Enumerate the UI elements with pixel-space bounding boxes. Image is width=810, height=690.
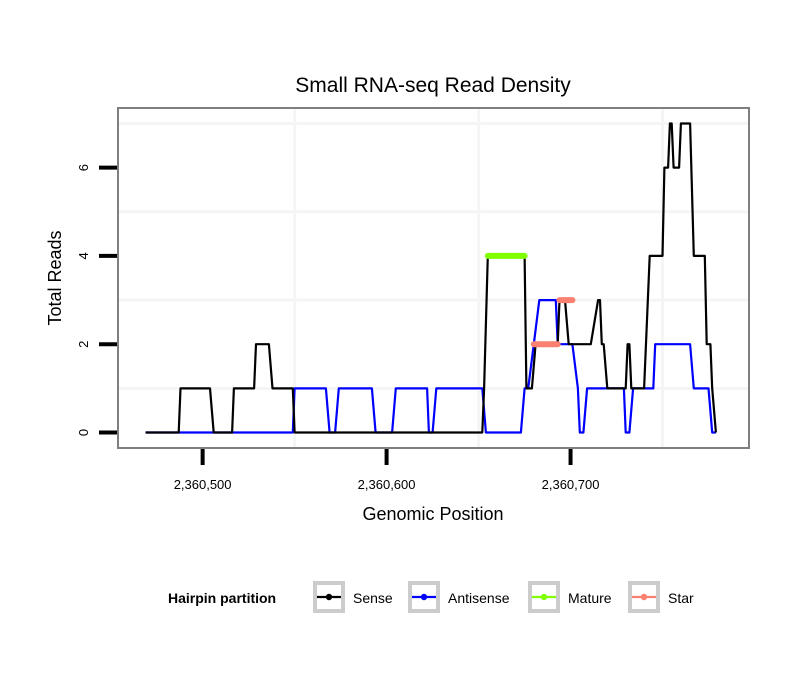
series-lines <box>145 122 717 434</box>
legend-key-point <box>640 593 648 601</box>
panel-border <box>117 107 750 449</box>
y-tick-label: 4 <box>76 252 91 259</box>
plot-panel <box>117 107 750 449</box>
y-tick-label: 6 <box>76 164 91 171</box>
y-tick-label: 2 <box>76 341 91 348</box>
legend-key-point <box>540 593 548 601</box>
legend-key-point <box>420 593 428 601</box>
x-axis: 2,360,500 2,360,600 2,360,700 <box>174 449 600 492</box>
y-tick-label: 0 <box>76 429 91 436</box>
y-axis-title: Total Reads <box>45 230 65 325</box>
gridlines <box>118 108 749 448</box>
legend-key-point <box>325 593 333 601</box>
series-line-sense <box>145 122 717 434</box>
legend-label: Antisense <box>448 590 510 606</box>
legend-item-sense[interactable]: Sense <box>313 581 393 613</box>
legend-label: Sense <box>353 590 393 606</box>
legend-label: Mature <box>568 590 612 606</box>
x-tick-label: 2,360,600 <box>358 477 416 492</box>
x-tick-label: 2,360,500 <box>174 477 232 492</box>
chart-title: Small RNA-seq Read Density <box>295 74 571 97</box>
legend-item-star[interactable]: Star <box>628 581 694 613</box>
legend-item-antisense[interactable]: Antisense <box>408 581 510 613</box>
y-axis: 0 2 4 6 <box>76 164 117 436</box>
legend-item-mature[interactable]: Mature <box>528 581 612 613</box>
legend: Hairpin partition Sense Antisense Mature St… <box>168 581 694 613</box>
panel-background <box>118 108 749 448</box>
x-axis-title: Genomic Position <box>362 504 503 524</box>
legend-label: Star <box>668 590 694 606</box>
x-tick-label: 2,360,700 <box>542 477 600 492</box>
legend-title: Hairpin partition <box>168 590 276 606</box>
